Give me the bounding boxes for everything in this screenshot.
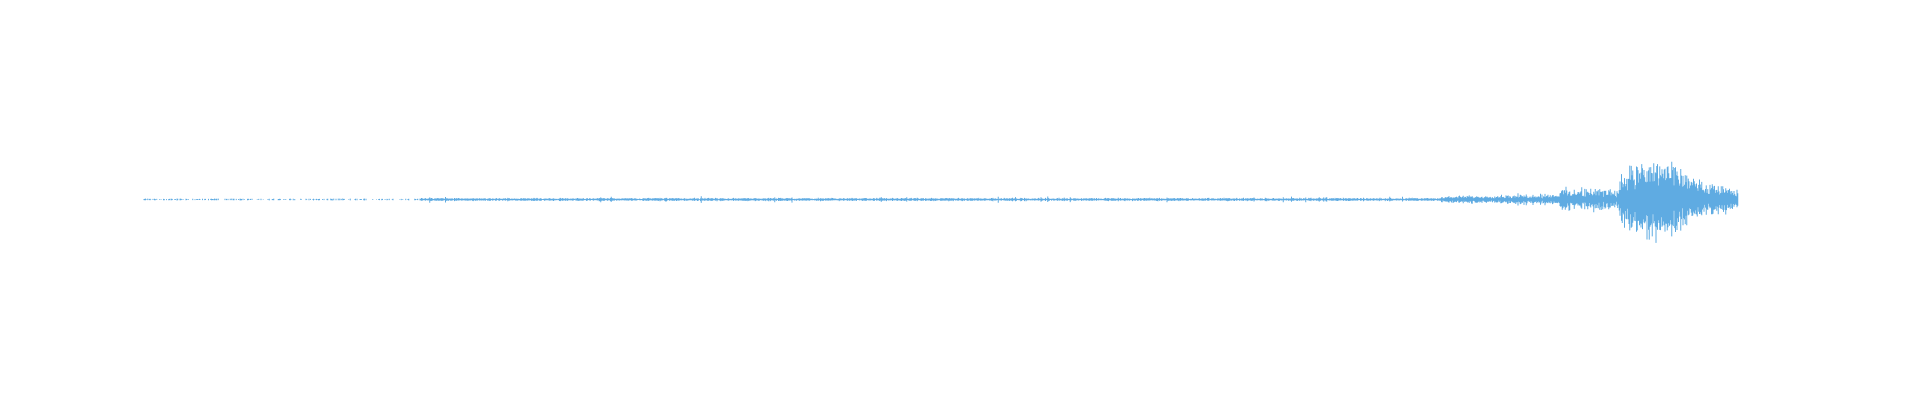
waveform — [143, 161, 1739, 243]
